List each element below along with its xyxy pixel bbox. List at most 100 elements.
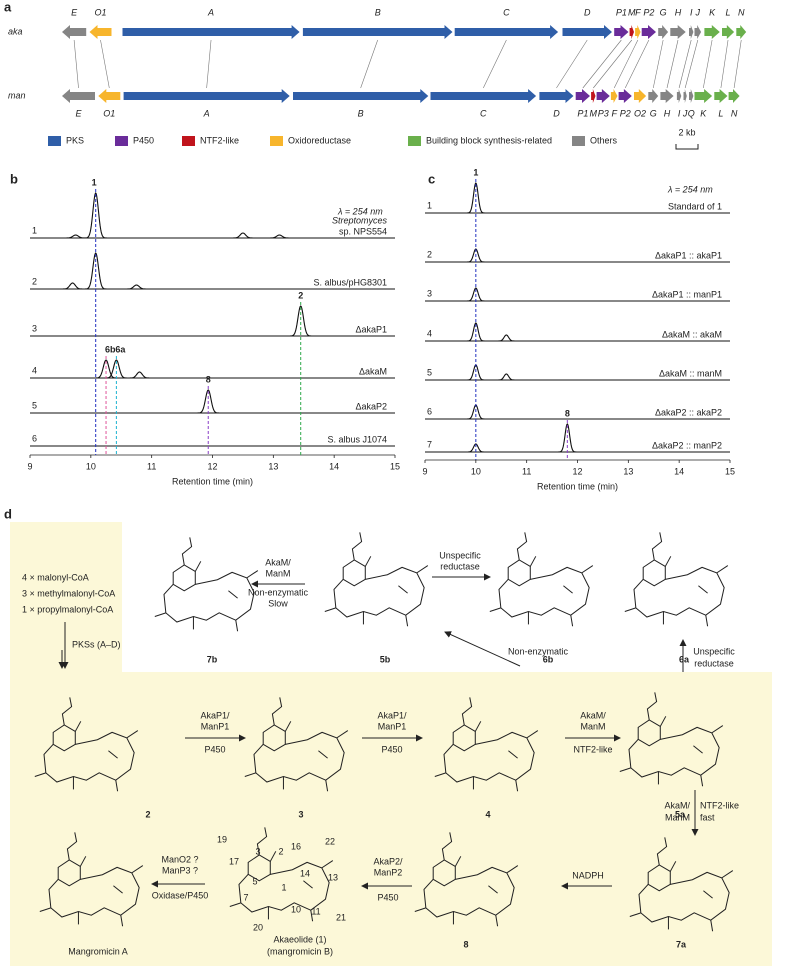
gene-arrow [89, 25, 112, 39]
trace-number: 6 [32, 433, 37, 443]
peak [64, 234, 87, 239]
gene-arrow [694, 25, 702, 39]
gene-label: B [358, 108, 364, 118]
trace-number: 4 [32, 365, 37, 375]
step-label: Non-enzymatic [508, 646, 569, 656]
trace-label: ΔakaP1 :: manP1 [652, 289, 722, 299]
trace-label: Standard of 1 [668, 201, 722, 211]
gene-label: N [738, 7, 745, 17]
step-label: Unspecific [439, 550, 481, 560]
compound-label: Mangromicin A [68, 946, 128, 956]
legend-swatch [408, 136, 421, 146]
legend-swatch [48, 136, 61, 146]
x-tick-label: 13 [268, 461, 278, 471]
atom-number: 20 [253, 922, 263, 932]
gene-arrow [722, 25, 735, 39]
enzyme-label: PKSs (A–D) [72, 639, 121, 649]
step-label: AkaM/ [580, 710, 606, 720]
peak [197, 389, 220, 414]
homology-line [360, 39, 378, 89]
compound-label: 6a [679, 654, 690, 664]
atom-number: 13 [328, 872, 338, 882]
panel-label: d [4, 506, 12, 521]
gene-arrow [634, 89, 647, 103]
pathway-panel: 4 × malonyl-CoA 3 × methylmalonyl-CoA 1 × … [22, 531, 739, 956]
pathway-background [10, 522, 772, 966]
atom-number: 3 [255, 846, 260, 856]
trace-label: ΔakaP2 :: manP2 [652, 440, 722, 450]
trace-number: 5 [32, 400, 37, 410]
gene-label: P3 [598, 108, 609, 118]
step-label: ManO2 ? [161, 854, 198, 864]
gene-arrow [658, 25, 669, 39]
legend-swatch [572, 136, 585, 146]
peak [105, 359, 128, 379]
atom-number: 7 [243, 892, 248, 902]
compound-label: 5b [380, 654, 391, 664]
trace-number: 4 [427, 328, 432, 338]
peak [128, 371, 151, 379]
wavelength: λ = 254 nm [337, 206, 383, 216]
step-label: AkaP1/ [200, 710, 230, 720]
homology-line [483, 39, 507, 89]
gene-arrow [689, 89, 694, 103]
atom-number: 17 [229, 856, 239, 866]
structure [324, 531, 429, 627]
atom-number: 10 [291, 904, 301, 914]
gene-arrow [539, 89, 574, 103]
step-label: reductase [440, 561, 480, 571]
panel-label: b [10, 171, 18, 186]
x-axis-title: Retention time (min) [172, 476, 253, 486]
gene-arrow [689, 25, 694, 39]
panel-label: a [4, 0, 12, 14]
legend-swatch [270, 136, 283, 146]
gene-arrow [596, 89, 610, 103]
gene-label: F [635, 7, 641, 17]
peak-marker-label: 6a [115, 344, 126, 354]
peak-marker-label: 2 [298, 290, 303, 300]
step-label: NADPH [572, 870, 604, 880]
gene-arrow [610, 89, 618, 103]
step-label: Slow [268, 598, 288, 608]
compound-label: 6b [543, 654, 554, 664]
gene-label: F [611, 108, 617, 118]
structure [624, 531, 729, 627]
step-label: fast [700, 812, 715, 822]
atom-number: 11 [311, 906, 320, 916]
gene-arrow [293, 89, 429, 103]
x-tick-label: 10 [471, 466, 481, 476]
gene-arrow [648, 89, 659, 103]
step-label: Unspecific [693, 646, 735, 656]
step-label: Oxidase/P450 [152, 890, 209, 900]
gene-label: O1 [103, 108, 115, 118]
gene-arrow [670, 25, 686, 39]
gene-arrow [614, 25, 629, 39]
gene-arrow [62, 25, 87, 39]
homology-line [678, 39, 692, 89]
peak [466, 322, 485, 342]
trace-label: S. albus J1074 [327, 434, 387, 444]
homology-line [666, 39, 679, 89]
compound-label: 8 [463, 939, 468, 949]
trace-label: Streptomyces [332, 215, 388, 225]
gene-label: M [628, 7, 636, 17]
scale-label: 2 kb [678, 127, 695, 137]
peak [558, 423, 577, 453]
gene-label: G [660, 7, 667, 17]
atom-number: 22 [325, 836, 335, 846]
trace-number: 3 [32, 323, 37, 333]
step-label: ManM [665, 812, 690, 822]
structure [489, 531, 594, 627]
x-tick-label: 13 [623, 466, 633, 476]
atom-number: 14 [300, 868, 310, 878]
gene-label: O2 [634, 108, 646, 118]
legend-label: Oxidoreductase [288, 135, 351, 145]
gene-label: K [709, 7, 716, 17]
atom-number: 1 [281, 882, 286, 892]
atom-number: 2 [278, 846, 283, 856]
gene-label: D [553, 108, 560, 118]
gene-arrow [641, 25, 656, 39]
step-label: AkaP2/ [373, 856, 403, 866]
legend-swatch [115, 136, 128, 146]
